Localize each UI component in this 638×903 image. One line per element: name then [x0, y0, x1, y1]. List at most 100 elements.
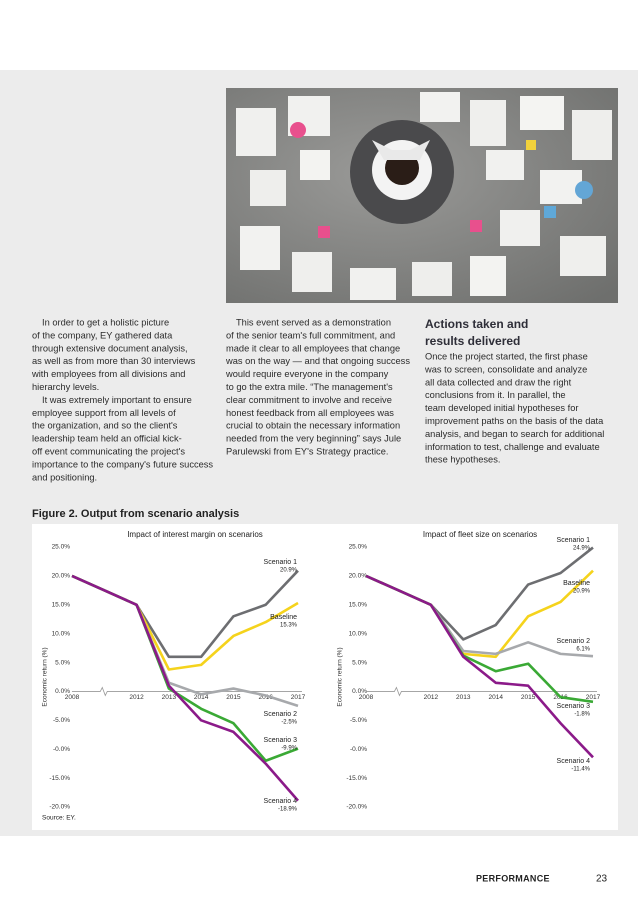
series-name: Scenario 3: [557, 703, 591, 710]
end-value-label: -1.8%: [574, 712, 590, 718]
y-tick-label: -0.0%: [350, 746, 367, 753]
section-heading: Actions taken and: [425, 317, 528, 331]
body-line: all data collected and draw the right: [425, 377, 572, 387]
y-tick-label: 25.0%: [349, 544, 368, 551]
y-tick-label: 25.0%: [52, 544, 71, 551]
series-name: Scenario 1: [557, 537, 591, 544]
series-name: Scenario 3: [264, 737, 298, 744]
series-name: Scenario 2: [264, 711, 298, 718]
body-line: hierarchy levels.: [32, 382, 99, 392]
body-line: information to test, challenge and evalu…: [425, 442, 600, 452]
y-tick-label: 0.0%: [55, 688, 70, 695]
footer-brand: PERFORMANCE: [476, 873, 550, 883]
body-line: importance to the company's future succe…: [32, 459, 213, 469]
y-tick-label: 20.0%: [349, 573, 368, 580]
series-line: [71, 574, 299, 802]
series-name: Scenario 1: [264, 559, 298, 566]
page-number: 23: [596, 874, 608, 885]
x-tick-label: 2015: [226, 694, 241, 701]
x-tick-label: 2017: [586, 694, 601, 701]
body-line: Once the project started, the first phas…: [425, 351, 588, 361]
body-line: made it clear to all employees that chan…: [226, 343, 400, 353]
series-name: Baseline: [270, 614, 297, 621]
y-tick-label: 15.0%: [349, 601, 368, 608]
body-line: crucial to obtain the necessary informat…: [226, 421, 400, 431]
body-line: of the senior team's full commitment, an…: [226, 330, 395, 340]
y-tick-label: -15.0%: [346, 775, 367, 782]
series-name: Scenario 4: [264, 798, 298, 805]
series-name: Scenario 4: [557, 758, 591, 765]
body-line: team developed initial hypotheses for: [425, 403, 579, 413]
end-value-label: 20.9%: [280, 568, 298, 574]
x-tick-label: 2012: [129, 694, 144, 701]
x-tick-label: 2008: [65, 694, 80, 701]
body-line: to go the extra mile. “The management's: [226, 382, 393, 392]
body-line: off event communicating the project's: [32, 446, 185, 456]
end-value-label: -11.4%: [571, 767, 590, 773]
y-tick-label: -5.0%: [350, 717, 367, 724]
end-value-label: 20.9%: [573, 589, 591, 595]
body-line: clear commitment to involve and receive: [226, 395, 392, 405]
source-note: Source: EY.: [42, 815, 76, 822]
body-line: employee support from all levels of: [32, 408, 176, 418]
body-line: the organization, and so the client's: [32, 421, 178, 431]
body-line: was on the way — and that ongoing succes…: [225, 356, 410, 366]
y-tick-label: -5.0%: [53, 717, 70, 724]
y-axis-label: Economic return (%): [337, 647, 344, 706]
body-line: analysis, and began to search for additi…: [425, 429, 604, 439]
body-line: of the company, EY gathered data: [32, 330, 173, 340]
y-tick-label: 5.0%: [352, 659, 367, 666]
body-line: and positioning.: [32, 472, 97, 482]
x-axis: [72, 686, 302, 697]
y-tick-label: 0.0%: [352, 688, 367, 695]
x-tick-label: 2016: [258, 694, 273, 701]
series-name: Scenario 2: [557, 638, 591, 645]
body-line: In order to get a holistic picture: [42, 317, 169, 327]
x-tick-label: 2014: [488, 694, 503, 701]
body-line: needed from the very beginning” says Jul…: [226, 434, 401, 444]
body-line: conclusions from it. In parallel, the: [425, 390, 566, 400]
y-tick-label: 15.0%: [52, 601, 71, 608]
y-axis-label: Economic return (%): [42, 647, 49, 706]
end-value-label: -2.5%: [281, 720, 297, 726]
end-value-label: 24.9%: [573, 546, 591, 552]
series-name: Baseline: [563, 580, 590, 587]
chart-title: Impact of fleet size on scenarios: [423, 530, 537, 539]
y-tick-label: -20.0%: [346, 804, 367, 811]
body-line: as well as from more than 30 interviews: [32, 356, 196, 366]
x-tick-label: 2017: [291, 694, 306, 701]
y-tick-label: -0.0%: [53, 746, 70, 753]
x-tick-label: 2008: [359, 694, 374, 701]
end-value-label: -9.9%: [281, 746, 297, 752]
y-tick-label: 5.0%: [55, 659, 70, 666]
body-line: through extensive document analysis,: [32, 343, 188, 353]
photo: [226, 88, 618, 303]
end-value-label: -18.9%: [278, 807, 298, 813]
body-line: honest feedback from all employees was: [226, 408, 394, 418]
body-line: leadership team held an official kick-: [32, 434, 182, 444]
chart-title: Impact of interest margin on scenarios: [127, 530, 263, 539]
chart-panel: [32, 524, 618, 830]
x-axis: [366, 686, 597, 697]
y-tick-label: -15.0%: [49, 775, 70, 782]
body-line: with employees from all divisions and: [31, 369, 185, 379]
body-line: would require everyone in the company: [225, 369, 389, 379]
x-tick-label: 2014: [194, 694, 209, 701]
x-tick-label: 2013: [162, 694, 177, 701]
x-tick-label: 2015: [521, 694, 536, 701]
body-line: It was extremely important to ensure: [42, 395, 192, 405]
y-tick-label: 10.0%: [349, 630, 368, 637]
end-value-label: 15.3%: [280, 623, 298, 629]
y-tick-label: 10.0%: [52, 630, 71, 637]
x-tick-label: 2012: [424, 694, 439, 701]
y-tick-label: -20.0%: [49, 804, 70, 811]
body-line: Parulewski from EY's Strategy practice.: [226, 446, 388, 456]
section-heading: results delivered: [425, 334, 520, 348]
figure-title: Figure 2. Output from scenario analysis: [32, 508, 239, 520]
body-line: improvement paths on the basis of the da…: [425, 416, 604, 426]
x-tick-label: 2013: [456, 694, 471, 701]
y-tick-label: 20.0%: [52, 573, 71, 580]
end-value-label: 6.1%: [576, 647, 590, 653]
